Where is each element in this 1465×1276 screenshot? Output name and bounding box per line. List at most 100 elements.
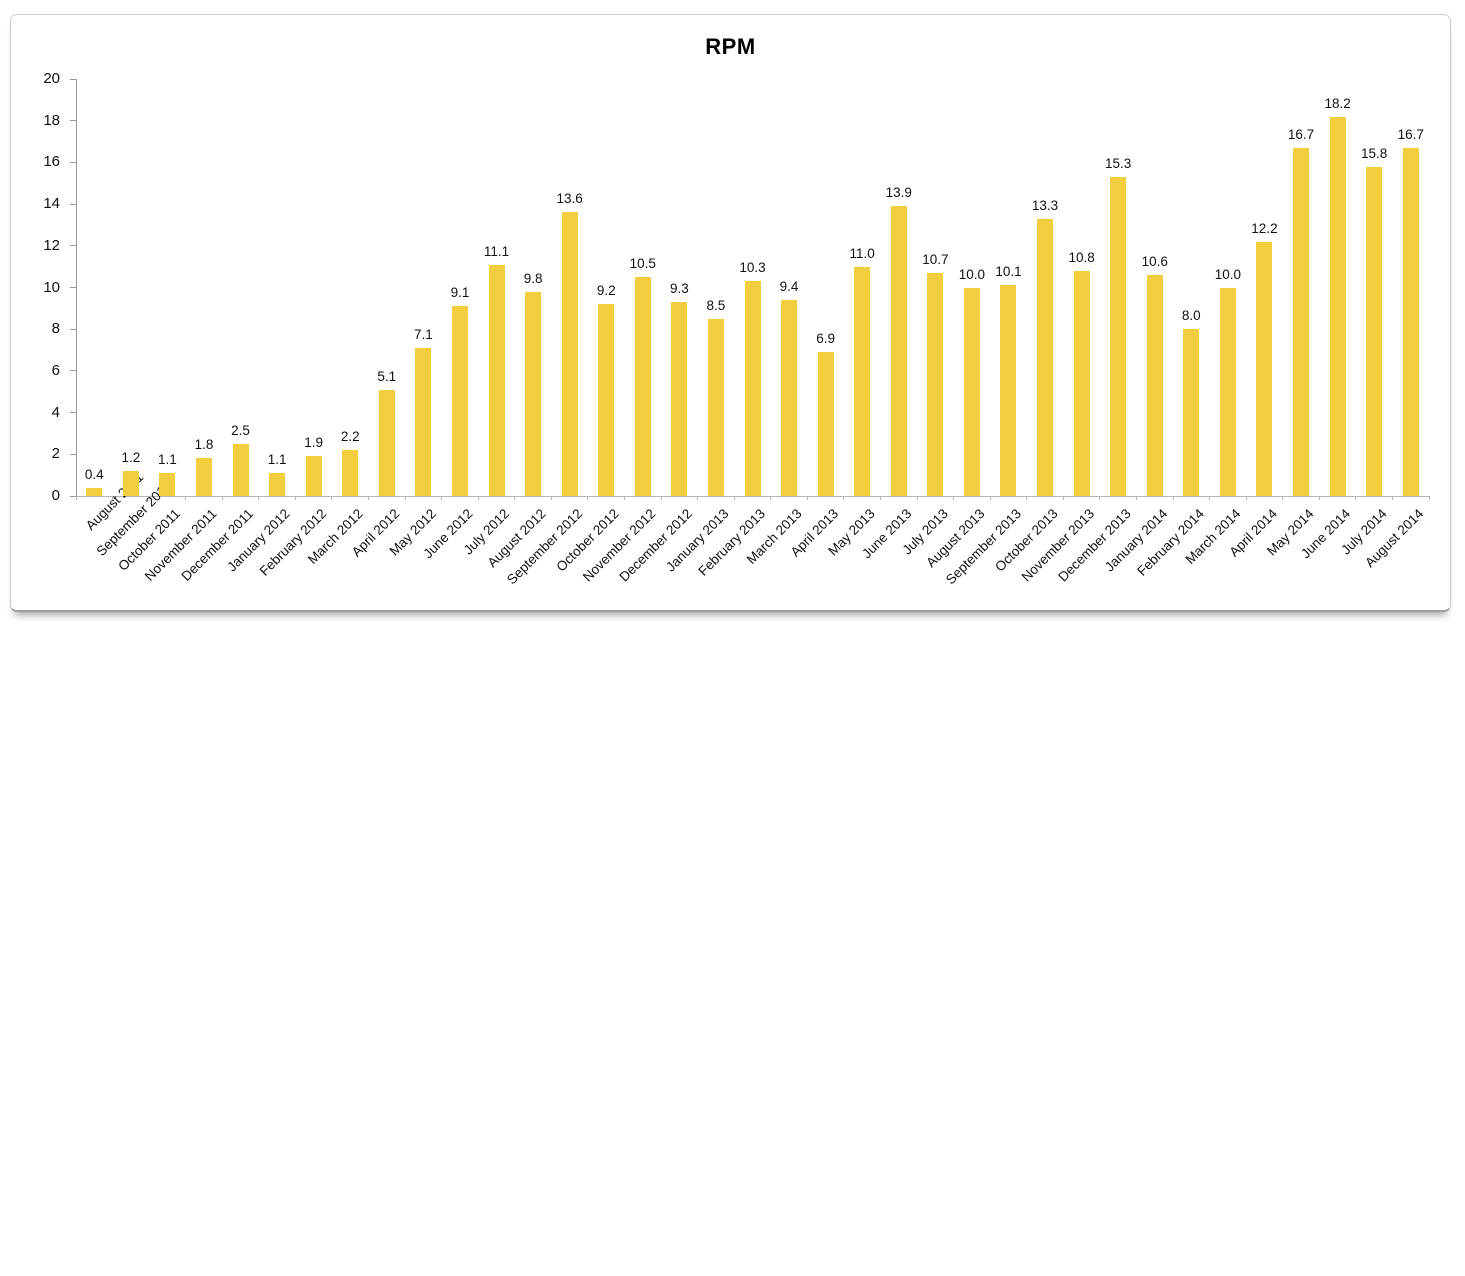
- bar: [1110, 176, 1127, 496]
- bar: [561, 212, 578, 496]
- x-axis-tick: [1245, 496, 1247, 500]
- x-axis-tick: [294, 496, 296, 500]
- bar: [451, 306, 468, 496]
- x-axis-tick: [916, 496, 918, 500]
- x-axis-tick: [1355, 496, 1357, 500]
- bar-value-label: 13.6: [556, 191, 583, 207]
- x-axis-tick: [404, 496, 406, 500]
- bar-value-label: 9.3: [669, 281, 689, 297]
- y-axis-tick: [70, 161, 76, 163]
- bar-value-label: 13.3: [1031, 197, 1059, 213]
- bar-value-label: 7.1: [414, 326, 433, 342]
- bar-value-label: 8.5: [706, 297, 726, 313]
- y-axis-tick: [70, 287, 76, 288]
- y-axis-tick: [70, 495, 76, 497]
- bar-value-label: 11.1: [483, 243, 510, 259]
- y-axis-tick: [70, 328, 76, 330]
- bar: [305, 456, 322, 496]
- x-axis-tick: [75, 496, 77, 500]
- y-tick-label: 14: [43, 195, 60, 213]
- x-axis-tick: [331, 496, 333, 500]
- x-axis-tick: [1062, 496, 1064, 500]
- x-tick-label: August 2011: [82, 469, 147, 534]
- x-axis-tick: [1099, 496, 1101, 500]
- x-axis-tick: [624, 496, 625, 500]
- bar: [854, 266, 871, 496]
- bar: [525, 291, 542, 496]
- y-tick-label: 18: [43, 111, 60, 129]
- bar-value-label: 15.8: [1361, 145, 1388, 161]
- x-axis-tick: [441, 496, 443, 500]
- bar-value-label: 16.7: [1287, 126, 1315, 142]
- x-axis-tick: [660, 496, 662, 500]
- bar-value-label: 10.3: [739, 260, 766, 276]
- y-axis-tick: [70, 120, 76, 122]
- bar-value-label: 5.1: [377, 368, 397, 384]
- bar: [598, 304, 615, 496]
- x-axis-tick: [477, 496, 479, 500]
- x-axis-tick: [989, 496, 991, 500]
- chart-frame: RPM 0 2 4 6 8 10 12 14 16 18 20 0.4 August 2011 1.2 Se…: [10, 14, 1451, 612]
- y-axis-line: [76, 79, 77, 496]
- bar: [1329, 116, 1346, 496]
- bar: [1037, 218, 1054, 496]
- bar: [195, 458, 212, 496]
- x-axis-tick: [1209, 496, 1211, 500]
- x-axis-tick: [221, 496, 223, 500]
- bar-value-label: 8.0: [1181, 308, 1201, 324]
- bar: [707, 318, 724, 496]
- y-tick-label: 4: [51, 403, 60, 421]
- bar: [122, 470, 139, 496]
- x-axis-tick: [879, 496, 881, 500]
- bar: [1146, 274, 1163, 496]
- bar: [1256, 241, 1273, 496]
- bar: [927, 272, 944, 496]
- y-tick-label: 2: [51, 445, 60, 463]
- bar: [781, 300, 798, 496]
- bar: [1293, 147, 1309, 496]
- bar-value-label: 2.2: [340, 429, 360, 445]
- y-axis-tick: [70, 78, 76, 80]
- bar-value-label: 1.2: [121, 449, 141, 465]
- y-tick-label: 8: [51, 320, 60, 338]
- bar-value-label: 9.2: [596, 283, 616, 299]
- bar: [269, 473, 286, 496]
- bar: [1073, 270, 1090, 496]
- bar: [1183, 329, 1200, 496]
- bar-value-label: 6.9: [816, 331, 836, 347]
- bar-value-label: 18.2: [1324, 95, 1351, 111]
- bar-value-label: 1.1: [267, 452, 287, 468]
- x-axis-tick: [550, 496, 552, 500]
- x-axis-tick: [258, 496, 260, 500]
- bar: [342, 450, 359, 496]
- y-axis-tick: [70, 453, 76, 455]
- x-axis-tick: [112, 496, 114, 500]
- bar-value-label: 13.9: [885, 185, 912, 201]
- bar-value-label: 10.7: [922, 251, 949, 267]
- y-axis-tick: [70, 203, 76, 205]
- y-tick-label: 10: [43, 278, 60, 296]
- bar: [817, 352, 834, 496]
- bar-value-label: 1.1: [158, 452, 177, 468]
- bar-value-label: 10.0: [958, 266, 986, 282]
- x-axis-tick: [1172, 496, 1174, 500]
- x-axis-tick: [368, 496, 370, 500]
- x-axis-tick: [1026, 496, 1028, 500]
- x-axis-tick: [148, 496, 150, 500]
- bar-value-label: 1.8: [194, 437, 214, 453]
- bar: [159, 473, 176, 496]
- x-axis-tick: [843, 496, 845, 500]
- bar: [378, 389, 395, 496]
- x-axis-line: [76, 496, 1429, 497]
- x-axis-tick: [770, 496, 772, 500]
- bar: [890, 206, 907, 496]
- chart-title: RPM: [705, 34, 756, 59]
- bar: [232, 443, 249, 496]
- y-tick-label: 20: [43, 70, 60, 87]
- y-axis-tick: [70, 245, 76, 247]
- bar-value-label: 9.4: [779, 279, 799, 294]
- bar-value-label: 10.8: [1068, 249, 1095, 265]
- y-axis-tick: [70, 412, 76, 414]
- x-axis-tick: [806, 496, 808, 500]
- bar: [1000, 285, 1017, 496]
